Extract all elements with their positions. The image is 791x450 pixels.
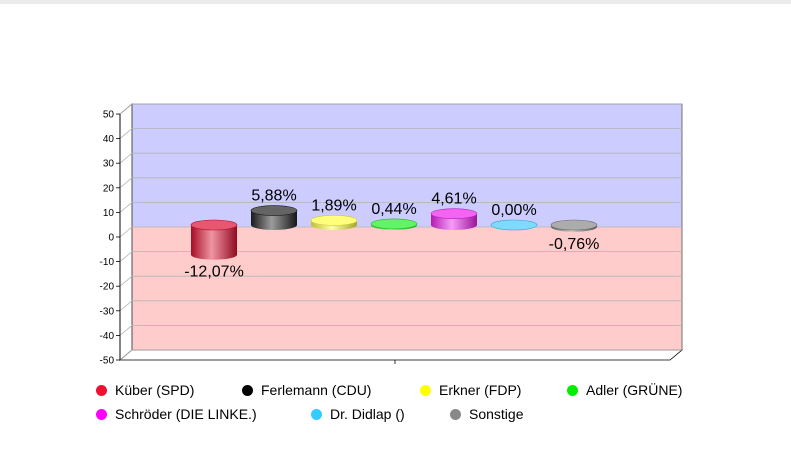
legend-dot-icon (420, 384, 431, 396)
legend: Küber (SPD) Ferlemann (CDU) Erkner (FDP)… (96, 378, 736, 426)
top-bar (0, 0, 791, 4)
y-tick-label: -30 (100, 306, 115, 317)
legend-dot-icon (567, 384, 578, 396)
legend-item: Schröder (DIE LINKE.) (96, 406, 311, 422)
y-tick-label: 50 (103, 110, 115, 121)
y-tick-label: 30 (103, 159, 115, 170)
grid-line (119, 251, 682, 262)
legend-item: Erkner (FDP) (420, 382, 567, 398)
y-axis: 50 40 30 20 10 0 -10 -20 -30 -40 -50 (100, 110, 396, 367)
bar (430, 208, 478, 230)
data-label: 0,00% (491, 202, 536, 219)
legend-row: Schröder (DIE LINKE.) Dr. Didlap () Sons… (96, 402, 736, 426)
grid-line (119, 275, 682, 287)
legend-label: Küber (SPD) (115, 382, 195, 398)
legend-item: Sonstige (450, 406, 523, 422)
legend-item: Dr. Didlap () (311, 406, 450, 422)
legend-label: Sonstige (469, 406, 524, 422)
bars (190, 205, 598, 260)
floor (118, 349, 684, 361)
legend-item: Adler (GRÜNE) (567, 382, 707, 398)
y-tick-label: 0 (108, 233, 114, 244)
legend-dot-icon (450, 408, 461, 420)
y-tick-label: -50 (100, 356, 115, 367)
bar-cap (310, 215, 358, 226)
positive-region (132, 104, 682, 227)
bar-body (191, 225, 237, 260)
legend-row: Küber (SPD) Ferlemann (CDU) Erkner (FDP)… (96, 378, 736, 402)
grid-line (119, 103, 682, 115)
legend-label: Adler (GRÜNE) (586, 382, 683, 398)
legend-dot-icon (311, 408, 322, 420)
bar-cap (550, 219, 598, 231)
legend-dot-icon (96, 384, 107, 396)
bar (550, 219, 598, 232)
bar (250, 205, 298, 230)
y-tick-label: 10 (103, 208, 115, 219)
grid-line (119, 152, 682, 164)
grid-line (119, 300, 682, 312)
y-tick-label: -20 (100, 282, 115, 293)
bar-cap (430, 208, 478, 219)
bar-cap (190, 219, 238, 231)
data-label: 1,89% (311, 197, 356, 214)
bar-cap (370, 218, 418, 230)
legend-label: Ferlemann (CDU) (261, 382, 372, 398)
bar-cap (490, 219, 538, 231)
data-label: -0,76% (549, 236, 600, 253)
y-tick-label: 20 (103, 183, 115, 194)
grid-line (119, 128, 682, 139)
legend-label: Dr. Didlap () (330, 406, 405, 422)
bar (490, 219, 538, 231)
data-label: 0,44% (371, 201, 416, 218)
data-label: 4,61% (431, 191, 476, 208)
bar (310, 215, 358, 230)
y-tick-label: -10 (100, 257, 115, 268)
grid-lines (119, 103, 682, 361)
chart-area: 50 40 30 20 10 0 -10 -20 -30 -40 -50 -12,07% 5,88% 1… (100, 103, 684, 367)
grid-line (119, 349, 682, 361)
bar (370, 218, 418, 230)
legend-dot-icon (242, 384, 253, 396)
legend-item: Ferlemann (CDU) (242, 382, 420, 398)
grid-line (119, 324, 682, 336)
legend-label: Erkner (FDP) (439, 382, 522, 398)
grid-line (119, 177, 682, 189)
grid-line (119, 201, 682, 213)
data-label: 5,88% (251, 188, 296, 205)
bar-body (251, 210, 297, 230)
bar (190, 219, 238, 260)
bar-cap (250, 205, 298, 216)
legend-dot-icon (96, 408, 107, 420)
y-tick-label: -40 (100, 331, 115, 342)
data-labels: -12,07% 5,88% 1,89% 0,44% 4,61% 0,00% -0,76% (184, 188, 599, 281)
legend-item: Küber (SPD) (96, 382, 242, 398)
y-tick-label: 40 (103, 134, 115, 145)
data-label: -12,07% (184, 264, 244, 281)
legend-label: Schröder (DIE LINKE.) (115, 406, 257, 422)
